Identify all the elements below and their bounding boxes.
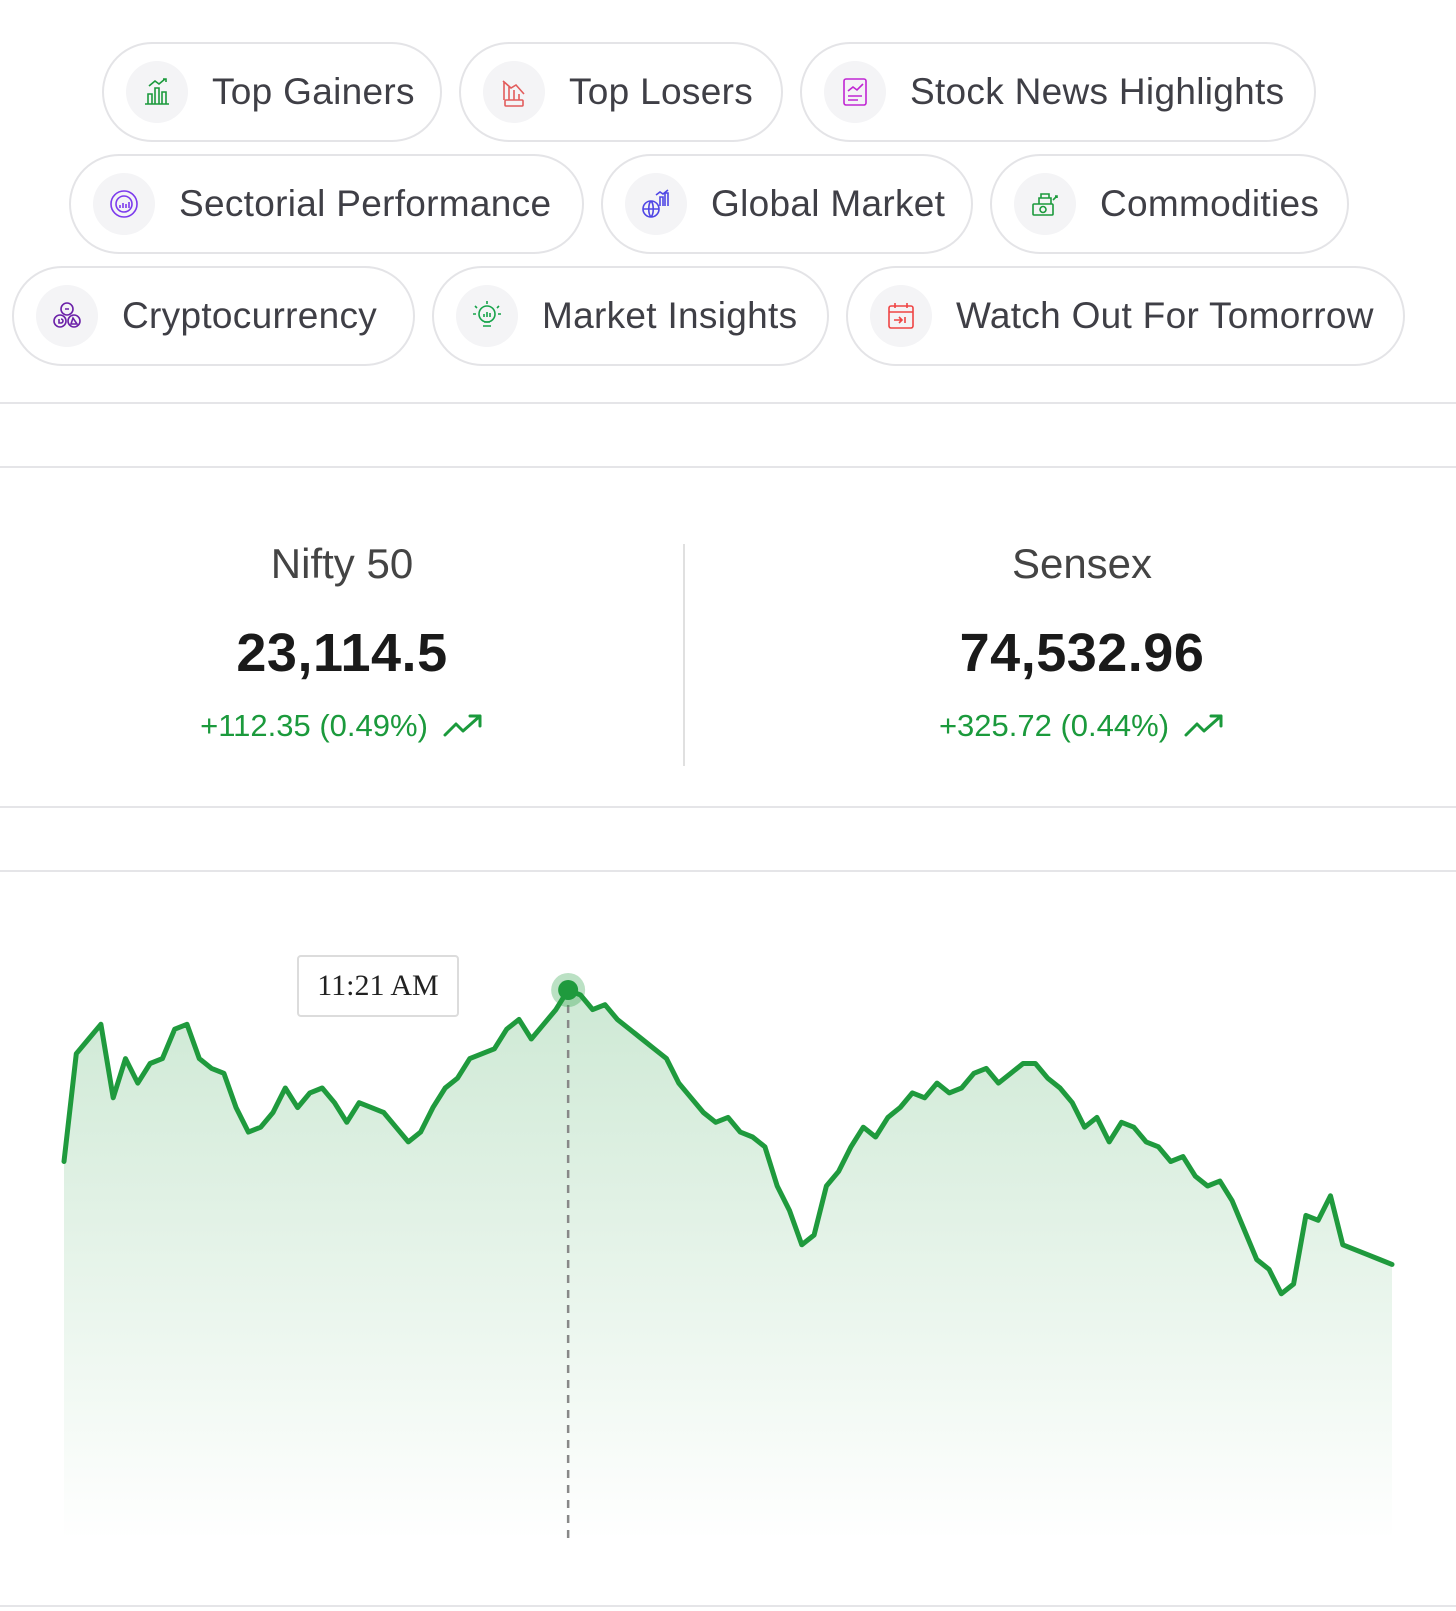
intraday-chart[interactable] — [0, 880, 1456, 1600]
chart-line — [61, 987, 1395, 1297]
index-change: +325.72 (0.44%) — [740, 708, 1424, 744]
sectorial-performance-chip[interactable]: Sectorial Performance — [69, 154, 584, 254]
cryptocurrency-icon — [36, 285, 98, 347]
quick-links-row-3: Cryptocurrency Market Insights Watch Out… — [0, 266, 1456, 366]
top-gainers-chip[interactable]: Top Gainers — [102, 42, 442, 142]
index-name: Sensex — [1011, 540, 1153, 587]
market-insights-icon — [456, 285, 518, 347]
cryptocurrency-label: Cryptocurrency — [122, 295, 378, 336]
trend-up-icon — [1184, 714, 1223, 737]
top-losers-icon — [483, 61, 545, 123]
stock-news-icon — [824, 61, 886, 123]
divider — [0, 806, 1456, 808]
stock-news-label: Stock News Highlights — [910, 71, 1285, 112]
cryptocurrency-chip[interactable]: Cryptocurrency — [12, 266, 415, 366]
chart-tooltip: 11:21 AM — [297, 955, 459, 1017]
quick-links-row-2: Sectorial Performance Global Market Comm… — [0, 154, 1456, 254]
divider — [0, 1605, 1456, 1607]
market-insights-label: Market Insights — [542, 295, 798, 336]
index-separator — [683, 544, 685, 766]
index-value: 74,532.96 — [959, 623, 1205, 683]
commodities-icon — [1014, 173, 1076, 235]
global-market-chip[interactable]: Global Market — [601, 154, 973, 254]
global-market-icon — [625, 173, 687, 235]
index-value: 23,114.5 — [236, 623, 448, 683]
sectorial-performance-icon — [93, 173, 155, 235]
index-change: +112.35 (0.49%) — [0, 708, 684, 744]
commodities-label: Commodities — [1100, 183, 1320, 224]
watch-out-label: Watch Out For Tomorrow — [956, 295, 1374, 336]
hover-point[interactable] — [558, 980, 579, 1000]
trend-up-icon — [443, 714, 482, 737]
market-insights-chip[interactable]: Market Insights — [432, 266, 829, 366]
sectorial-performance-label: Sectorial Performance — [179, 183, 552, 224]
global-market-label: Global Market — [711, 183, 946, 224]
index-change-text: +112.35 (0.49%) — [200, 708, 428, 743]
top-gainers-label: Top Gainers — [212, 71, 415, 112]
chart-area-fill — [64, 990, 1392, 1540]
commodities-chip[interactable]: Commodities — [990, 154, 1349, 254]
calendar-icon — [870, 285, 932, 347]
quick-links-row-1: Top Gainers Top Losers Stock News Highli… — [0, 42, 1456, 142]
divider — [0, 402, 1456, 404]
index-change-text: +325.72 (0.44%) — [938, 708, 1170, 743]
top-losers-label: Top Losers — [569, 71, 753, 112]
nifty-50-card[interactable]: Nifty 50 23,114.5 +112.35 (0.49%) — [0, 540, 684, 744]
top-gainers-icon — [126, 61, 188, 123]
index-name: Nifty 50 — [270, 540, 414, 587]
watch-out-chip[interactable]: Watch Out For Tomorrow — [846, 266, 1405, 366]
divider — [0, 466, 1456, 468]
stock-news-chip[interactable]: Stock News Highlights — [800, 42, 1316, 142]
divider — [0, 870, 1456, 872]
sensex-card[interactable]: Sensex 74,532.96 +325.72 (0.44%) — [740, 540, 1424, 744]
top-losers-chip[interactable]: Top Losers — [459, 42, 783, 142]
